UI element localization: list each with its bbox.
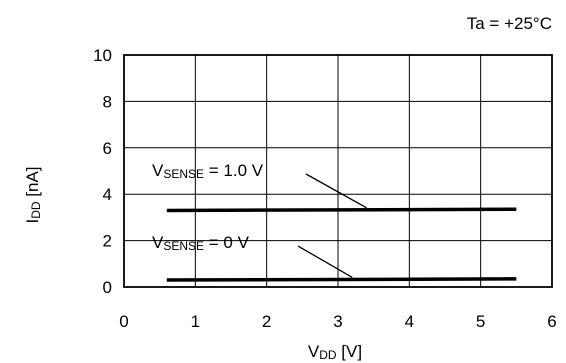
plot-frame bbox=[123, 54, 553, 288]
series-label-pointer bbox=[297, 245, 353, 278]
y-tick-label: 0 bbox=[103, 278, 112, 297]
x-tick-labels: 0 1 2 3 4 5 6 bbox=[119, 312, 556, 331]
condition-label: Ta = +25°C bbox=[467, 14, 552, 33]
x-tick-label: 0 bbox=[119, 312, 128, 331]
x-tick-label: 6 bbox=[547, 312, 556, 331]
y-tick-labels: 0 2 4 6 8 10 bbox=[93, 46, 112, 297]
y-tick-label: 10 bbox=[93, 46, 112, 65]
x-tick-label: 4 bbox=[405, 312, 414, 331]
x-tick-label: 2 bbox=[262, 312, 271, 331]
grid bbox=[124, 55, 552, 287]
series-label-pointer bbox=[305, 173, 367, 209]
y-tick-label: 6 bbox=[103, 139, 112, 158]
y-axis-label: IDD [nA] bbox=[23, 166, 43, 223]
series-line bbox=[166, 277, 517, 282]
series-line bbox=[166, 207, 517, 213]
series-label: VSENSE = 1.0 V bbox=[152, 161, 264, 181]
series-layer: VSENSE = 1.0 V VSENSE = 0 V bbox=[152, 161, 517, 282]
x-tick-label: 3 bbox=[333, 312, 342, 331]
x-tick-label: 5 bbox=[476, 312, 485, 331]
y-tick-label: 8 bbox=[103, 92, 112, 111]
series-0: VSENSE = 1.0 V bbox=[152, 161, 517, 213]
y-tick-label: 2 bbox=[103, 232, 112, 251]
y-tick-label: 4 bbox=[103, 185, 112, 204]
x-axis-label: VDD [V] bbox=[308, 342, 362, 362]
series-1: VSENSE = 0 V bbox=[152, 233, 517, 282]
series-label: VSENSE = 0 V bbox=[152, 233, 250, 253]
x-tick-label: 1 bbox=[191, 312, 200, 331]
